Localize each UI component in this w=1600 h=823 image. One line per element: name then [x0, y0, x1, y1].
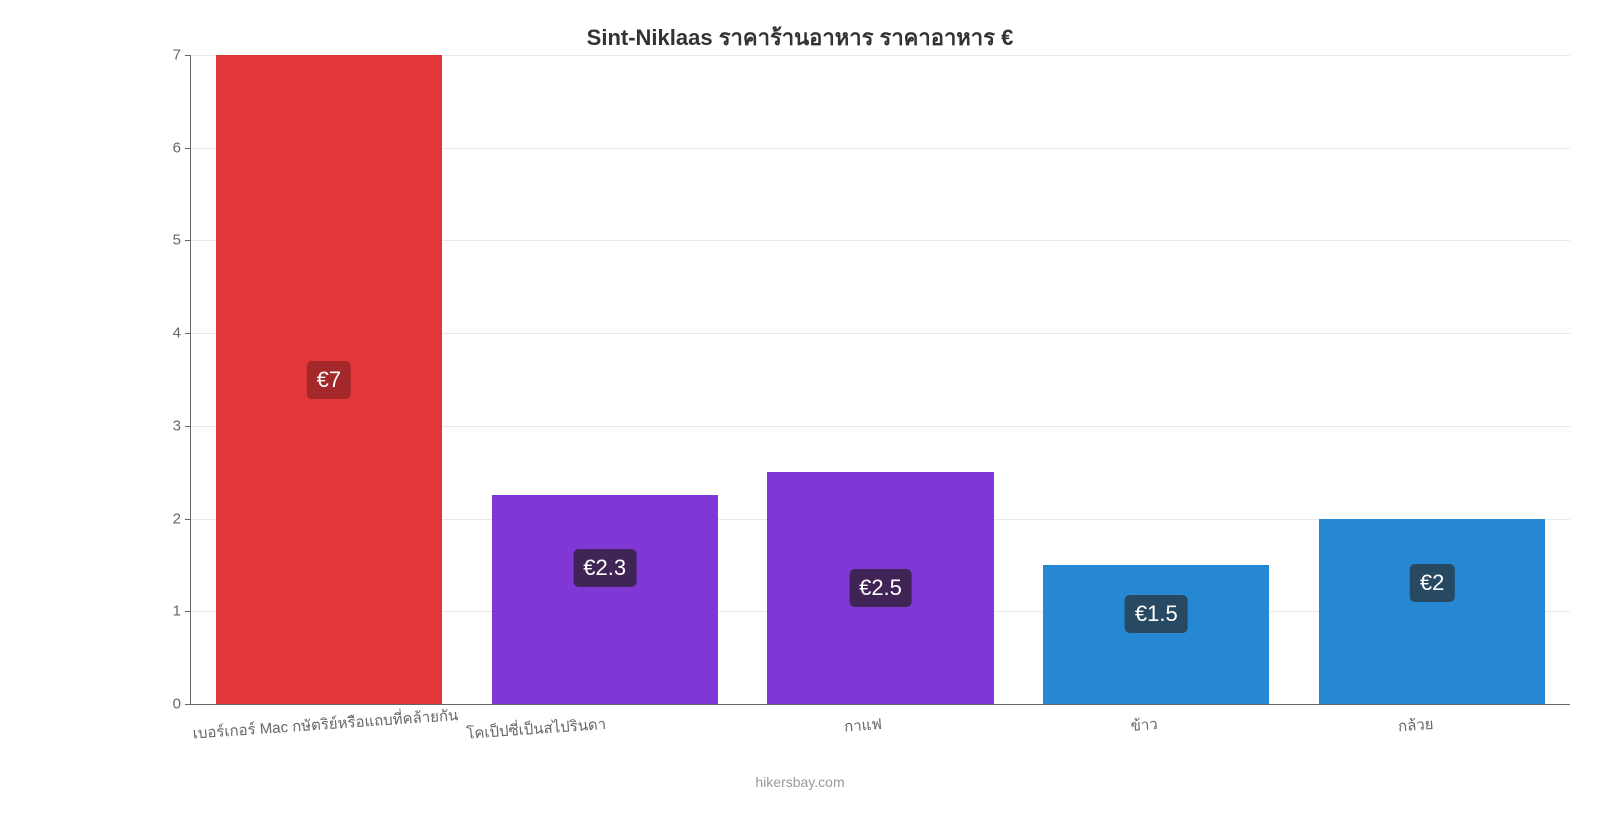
bar-value-label: €7 — [307, 361, 351, 399]
bar — [1043, 565, 1269, 704]
bar-value-label: €2.5 — [849, 569, 912, 607]
chart-container: Sint-Niklaas ราคาร้านอาหาร ราคาอาหาร € 0… — [0, 0, 1600, 800]
y-tick-label: 4 — [173, 325, 191, 342]
y-tick-label: 6 — [173, 139, 191, 156]
y-tick-label: 5 — [173, 232, 191, 249]
y-tick-label: 0 — [173, 696, 191, 713]
bar — [492, 495, 718, 704]
y-tick-label: 7 — [173, 47, 191, 64]
attribution: hikersbay.com — [0, 774, 1600, 790]
bar-value-label: €1.5 — [1125, 595, 1188, 633]
bar — [1319, 519, 1545, 704]
bar-value-label: €2 — [1410, 564, 1454, 602]
plot-area: 01234567€7เบอร์เกอร์ Mac กษัตริย์หรือแถบ… — [190, 55, 1570, 705]
y-tick-label: 3 — [173, 417, 191, 434]
y-tick-label: 2 — [173, 510, 191, 527]
chart-title: Sint-Niklaas ราคาร้านอาหาร ราคาอาหาร € — [0, 20, 1600, 55]
y-tick-label: 1 — [173, 603, 191, 620]
bar-value-label: €2.3 — [573, 549, 636, 587]
